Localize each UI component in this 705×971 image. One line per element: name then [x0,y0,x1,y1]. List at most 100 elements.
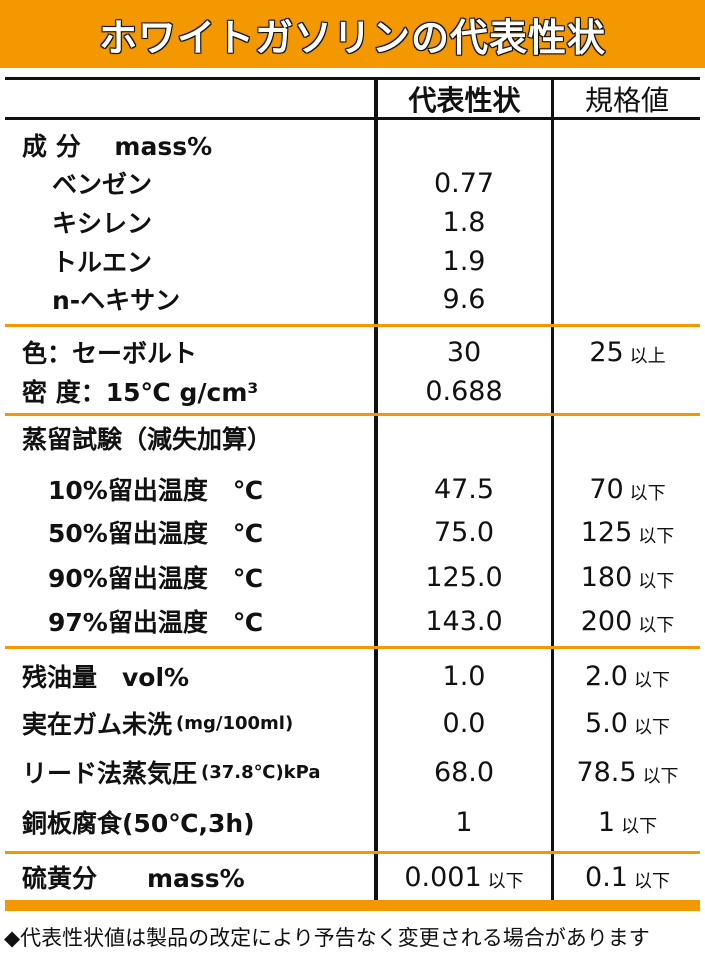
row-label-text: 50%留出温度 ℃ [48,519,264,548]
spec-value-suffix: 以下 [633,717,670,738]
row-label-note: (37.8℃)kPa [201,761,321,783]
row-label-text: 銅板腐食(50℃,3h) [22,809,255,838]
row-label-text: トルエン [52,248,153,277]
row-label: 銅板腐食(50℃,3h) [22,802,255,842]
spec-value-text: 200 [580,605,633,637]
spec-value-text: 1 [597,806,616,838]
spec-value-suffix: 以上 [629,346,666,367]
typical-value: 75.0 [378,512,550,552]
spec-value [555,279,700,319]
spec-value: 200 以下 [555,601,700,641]
typical-value: 0.77 [378,163,550,203]
section-divider [5,851,700,854]
spec-value-text: 78.5 [576,756,637,788]
table-row: 残油量 vol% 1.0 2.0 以下 [0,656,705,696]
row-label: 成 分 mass% [22,125,212,165]
table-row: リード法蒸気圧 (37.8℃)kPa 68.0 78.5 以下 [0,752,705,792]
spec-value: 78.5 以下 [555,752,700,792]
row-label: 残油量 vol% [22,656,189,696]
spec-value-text: 0.1 [585,861,628,893]
typical-value-text: 0.0 [442,707,486,739]
header-bottom-rule [5,117,700,120]
row-label: 97%留出温度 ℃ [48,601,263,641]
row-label: トルエン [52,241,152,281]
table-row: 90%留出温度 ℃ 125.0 180 以下 [0,557,705,597]
row-label: 密 度：15℃ g/cm³ [22,371,258,411]
table-row: 密 度：15℃ g/cm³ 0.688 [0,371,705,411]
page-title: ホワイトガソリンの代表性状 [98,15,606,61]
spec-value: 70 以下 [555,469,700,509]
row-label-text: n-ヘキサン [52,286,181,315]
typical-value-text: 9.6 [442,283,486,315]
row-label: 蒸留試験（減失加算） [22,418,272,458]
typical-value: 47.5 [378,469,550,509]
spec-value [555,418,700,458]
row-label-text: キシレン [52,209,153,238]
typical-value: 125.0 [378,557,550,597]
typical-value: 30 [378,332,550,372]
spec-value-suffix: 以下 [621,816,658,837]
table-row: 色：セーボルト 30 25 以上 [0,332,705,372]
typical-value-text: 143.0 [425,605,503,637]
title-bar: ホワイトガソリンの代表性状 [0,0,705,68]
row-label-text: リード法蒸気圧 [22,759,198,788]
spec-value-suffix: 以下 [638,571,675,592]
spec-value-text: 25 [589,336,624,368]
typical-value: 0.0 [378,703,550,743]
row-label: 硫黄分 mass% [22,857,245,897]
section-divider [5,413,700,416]
spec-value-text: 2.0 [585,660,628,692]
row-label-text: 90%留出温度 ℃ [48,564,264,593]
row-label: 色：セーボルト [22,332,197,372]
spec-value: 5.0 以下 [555,703,700,743]
typical-value-text: 1.9 [442,245,486,277]
row-label-text: 蒸留試験（減失加算） [22,425,273,454]
typical-value-text: 125.0 [425,561,503,593]
typical-value: 0.001 以下 [378,857,550,897]
spec-value-suffix: 以下 [629,483,666,504]
row-label-text: 硫黄分 mass% [22,864,245,893]
column-divider [374,78,378,906]
row-label: キシレン [52,202,152,242]
spec-value: 25 以上 [555,332,700,372]
row-label: 10%留出温度 ℃ [48,469,263,509]
typical-value-suffix: 以下 [487,871,524,892]
typical-value: 9.6 [378,279,550,319]
spec-value-text: 180 [580,561,633,593]
row-label-text: 97%留出温度 ℃ [48,608,264,637]
table-row: トルエン 1.9 [0,241,705,281]
spec-value-text: 70 [589,473,624,505]
typical-value [378,418,550,458]
section-divider [5,646,700,649]
spec-value [555,371,700,411]
row-label-text: ベンゼン [52,170,153,199]
spec-value-suffix: 以下 [633,871,670,892]
spec-value [555,125,700,165]
typical-value: 1 [378,802,550,842]
header-spec: 規格値 [584,84,669,117]
spec-value: 125 以下 [555,512,700,552]
table-row: 97%留出温度 ℃ 143.0 200 以下 [0,601,705,641]
row-label: リード法蒸気圧 (37.8℃)kPa [22,752,321,792]
spec-value: 2.0 以下 [555,656,700,696]
header-top-rule [5,77,700,80]
table-row: 10%留出温度 ℃ 47.5 70 以下 [0,469,705,509]
spec-value: 1 以下 [555,802,700,842]
typical-value [378,125,550,165]
typical-value-text: 1 [455,806,473,838]
row-label-text: 残油量 vol% [22,663,190,692]
spec-value-text: 5.0 [585,707,628,739]
row-label: n-ヘキサン [52,279,180,319]
typical-value: 1.9 [378,241,550,281]
table-row: 蒸留試験（減失加算） [0,418,705,458]
row-label: 90%留出温度 ℃ [48,557,263,597]
row-label: ベンゼン [52,163,152,203]
bottom-bar [5,900,700,911]
spec-value-suffix: 以下 [638,526,675,547]
typical-value-text: 47.5 [433,473,495,505]
spec-value-suffix: 以下 [642,766,679,787]
table-row: 実在ガム未洗 (mg/100ml) 0.0 5.0 以下 [0,703,705,743]
section-divider [5,324,700,327]
table-row: 銅板腐食(50℃,3h) 1 1 以下 [0,802,705,842]
typical-value-text: 30 [446,336,482,368]
